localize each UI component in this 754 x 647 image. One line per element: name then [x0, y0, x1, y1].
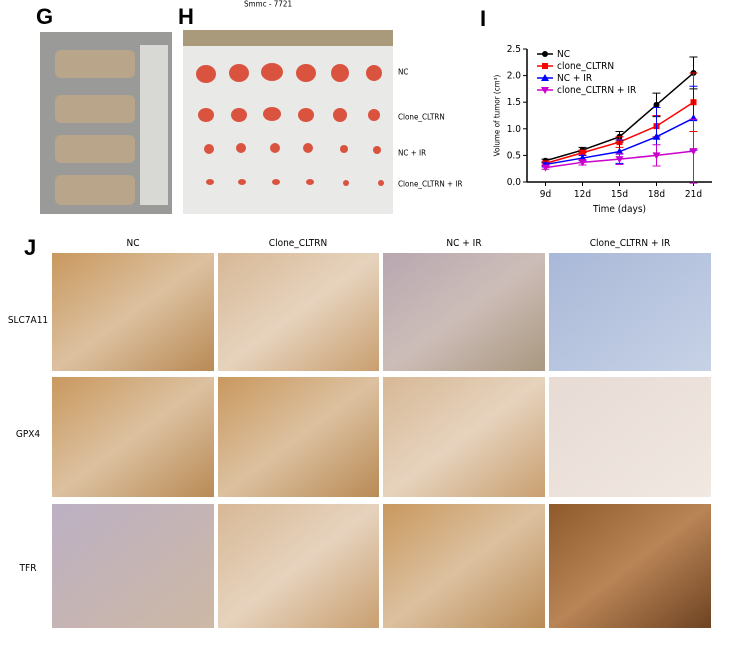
tumor-photo	[183, 30, 393, 214]
mice	[55, 50, 135, 205]
y-tick-label: 2.0	[507, 71, 522, 82]
column-label: NC	[126, 238, 139, 249]
marker	[652, 152, 661, 160]
marker	[653, 101, 660, 108]
y-axis-label: Volume of tumor (cm³)	[493, 74, 502, 156]
panel-label: I	[480, 6, 486, 31]
legend-label: clone_CLTRN	[557, 61, 614, 72]
x-tick-label: 15d	[611, 189, 628, 200]
column-label: Clone_CLTRN	[269, 238, 327, 249]
row-label: NC	[398, 68, 408, 77]
row-label: Clone_CLTRN + IR	[398, 180, 462, 189]
legend-label: NC + IR	[557, 73, 592, 84]
y-tick-label: 0.5	[507, 150, 521, 161]
marker	[579, 149, 586, 156]
marker	[542, 63, 548, 69]
x-axis-label: Time (days)	[592, 204, 646, 215]
row-label: Clone_CLTRN	[398, 113, 445, 122]
row-label: GPX4	[16, 429, 41, 440]
photo-labels	[140, 45, 168, 205]
x-tick-label: 21d	[685, 189, 702, 200]
row-label: SLC7A11	[8, 315, 48, 326]
column-label: Clone_CLTRN + IR	[590, 238, 671, 249]
ihc-images	[52, 253, 711, 628]
row-label: TFR	[19, 563, 37, 574]
y-tick-label: 1.5	[507, 97, 521, 108]
tumors	[196, 63, 384, 186]
panel-label: G	[36, 4, 53, 29]
legend-label: clone_CLTRN + IR	[557, 85, 636, 96]
row-label: NC + IR	[398, 149, 426, 158]
panel-label: J	[24, 235, 36, 260]
y-tick-label: 2.5	[507, 44, 521, 55]
marker	[689, 148, 698, 156]
marker	[541, 87, 549, 94]
line-chart: 0.0 0.5 1.0 1.5 2.0 2.5 9d 12d 15d 18d 21d Time (da…	[493, 44, 712, 215]
y-tick-label: 0.0	[507, 177, 522, 188]
panel-label: H	[178, 4, 194, 29]
marker	[541, 164, 550, 172]
x-tick-label: 9d	[540, 189, 551, 200]
ruler	[183, 30, 393, 46]
legend-label: NC	[557, 49, 570, 60]
column-label: NC + IR	[446, 238, 481, 249]
y-tick-label: 1.0	[507, 124, 522, 135]
x-tick-label: 18d	[648, 189, 665, 200]
marker	[615, 147, 624, 155]
marker	[578, 159, 587, 167]
x-tick-label: 12d	[574, 189, 591, 200]
h-title: Smmc - 7721	[244, 0, 292, 9]
marker	[615, 156, 624, 164]
marker	[652, 132, 661, 140]
marker	[542, 51, 548, 57]
marker	[541, 74, 549, 81]
